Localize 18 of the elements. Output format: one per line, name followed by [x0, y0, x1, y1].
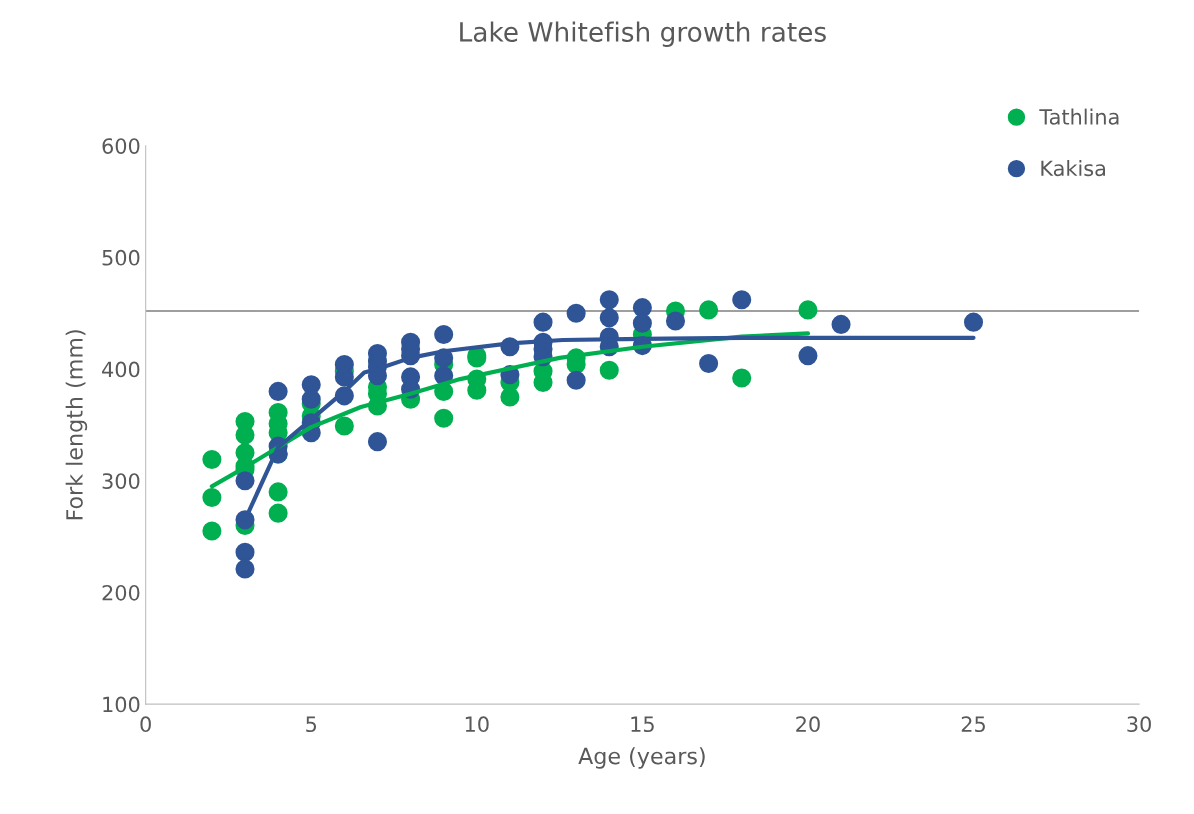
x-axis-title: Age (years) [578, 747, 705, 769]
legend-label: Tathlina [1039, 108, 1119, 125]
x-tick-label: 5 [306, 716, 317, 733]
x-tick-label: 15 [631, 716, 654, 733]
x-tick-label: 0 [140, 716, 151, 733]
y-tick-label: 300 [102, 473, 140, 489]
legend-label: Kakisa [1041, 160, 1105, 177]
y-tick-label: 600 [102, 138, 140, 154]
y-tick-label: 500 [102, 249, 140, 266]
x-tick-label: 10 [465, 716, 489, 733]
y-tick-label: 100 [103, 696, 140, 713]
y-tick-label: 200 [102, 584, 140, 601]
y-tick-label: 400 [102, 361, 140, 378]
x-tick-label: 30 [1127, 716, 1151, 733]
x-tick-label: 20 [796, 716, 820, 733]
y-axis-title: Fork length (mm) [65, 330, 88, 520]
x-tick-label: 25 [961, 716, 985, 733]
chart-title: Lake Whitefish growth rates [460, 21, 826, 48]
